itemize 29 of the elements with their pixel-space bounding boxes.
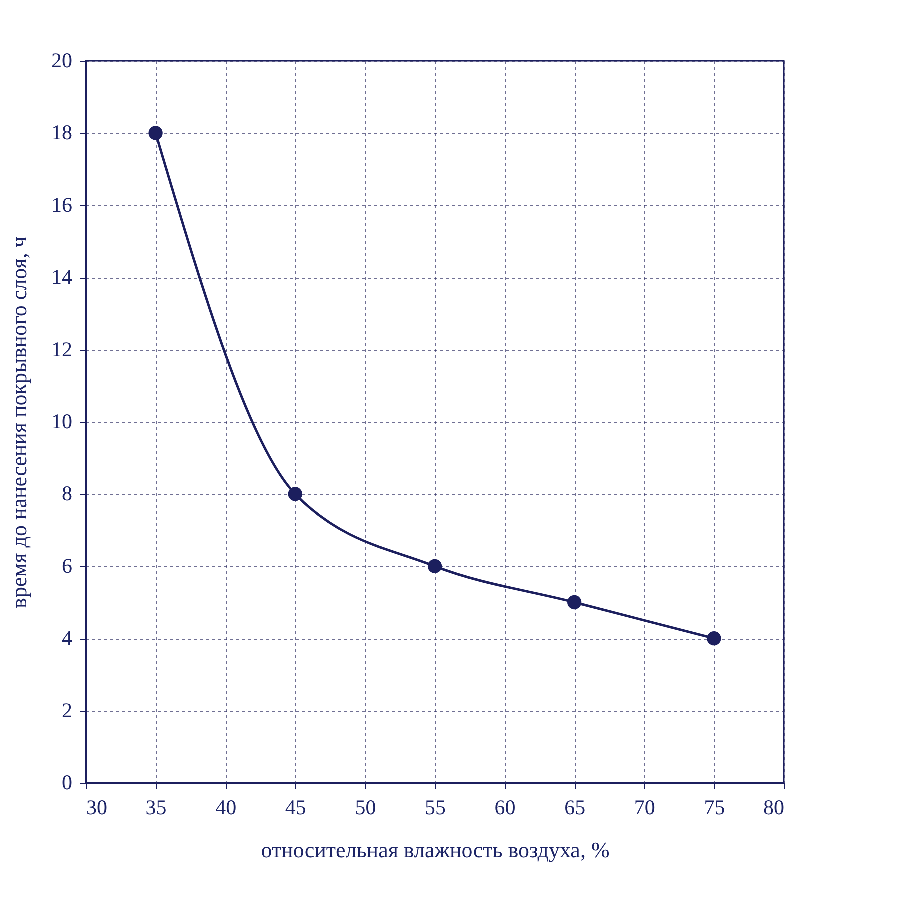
x-tick-label: 60 (494, 796, 516, 820)
y-tick-label: 4 (62, 626, 73, 650)
y-axis-title: время до нанесения покрывного слоя, ч (6, 236, 32, 608)
y-tick-label: 20 (52, 48, 72, 72)
y-tick-label: 14 (52, 265, 73, 290)
point (288, 487, 302, 502)
x-tick-label: 45 (285, 796, 306, 820)
y-tick-label: 16 (52, 192, 72, 217)
point (148, 126, 163, 140)
point (568, 595, 582, 610)
x-tick-label: 70 (634, 796, 656, 820)
point (428, 559, 442, 574)
y-tick-label: 10 (52, 410, 72, 434)
x-axis-title: относительная влажность воздуха, % (261, 838, 610, 862)
y-tick-label: 8 (62, 482, 72, 506)
y-tick-label: 0 (62, 770, 72, 794)
y-tick-label: 6 (62, 554, 72, 578)
x-tick-label: 55 (425, 796, 446, 820)
x-tick-label: 35 (146, 796, 167, 820)
point (707, 632, 722, 646)
x-tick-label: 80 (764, 796, 784, 820)
x-tick-label: 50 (355, 796, 376, 820)
y-tick-label: 2 (62, 698, 72, 722)
x-tick-label: 30 (86, 796, 108, 820)
x-tick-label: 40 (216, 796, 237, 820)
x-tick-label: 75 (704, 796, 726, 820)
y-tick-label: 12 (52, 337, 72, 362)
y-tick-label: 18 (52, 120, 72, 145)
x-tick-label: 65 (564, 796, 586, 820)
